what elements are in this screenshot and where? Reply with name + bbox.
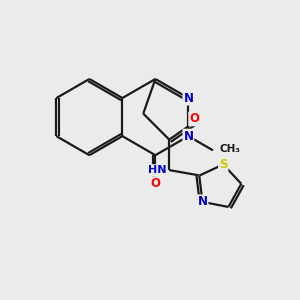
- Text: S: S: [219, 158, 227, 171]
- Text: N: N: [197, 195, 208, 208]
- Text: CH₃: CH₃: [219, 144, 240, 154]
- Text: O: O: [189, 112, 199, 125]
- Text: N: N: [183, 92, 194, 104]
- Text: O: O: [150, 177, 161, 190]
- Text: HN: HN: [148, 165, 167, 175]
- Text: N: N: [183, 130, 194, 142]
